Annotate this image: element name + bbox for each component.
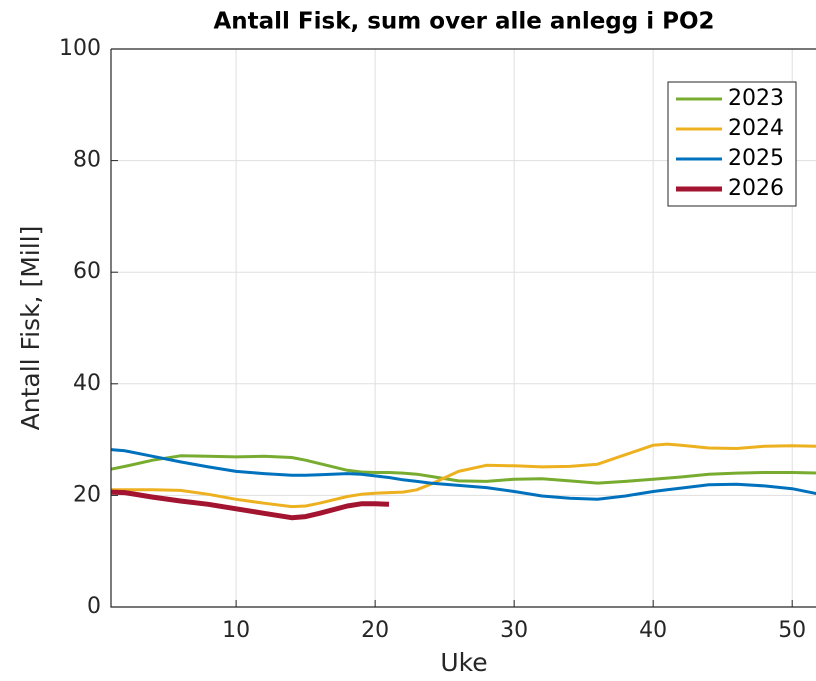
axis-line [110, 49, 816, 608]
data-line [110, 454, 816, 485]
x-axis-label: Uke [440, 648, 487, 677]
y-tick-label: 20 [73, 482, 101, 507]
legend-label: 2026 [728, 176, 784, 201]
x-tick-label: 10 [222, 618, 250, 643]
legend-label: 2024 [728, 116, 784, 141]
legend-box [667, 81, 797, 207]
chart-title: Antall Fisk, sum over alle anlegg i PO2 [213, 9, 714, 35]
y-tick-label: 80 [73, 148, 101, 173]
y-axis-label: Antall Fisk, [Mill] [16, 226, 45, 431]
y-tick-label: 0 [87, 594, 101, 619]
x-tick-label: 30 [500, 618, 528, 643]
y-tick-label: 60 [73, 259, 101, 284]
data-line [110, 448, 816, 501]
data-line [111, 442, 816, 509]
legend-label: 2023 [728, 86, 784, 111]
y-tick-label: 100 [59, 36, 101, 61]
x-tick-label: 50 [778, 618, 806, 643]
data-line [110, 489, 390, 521]
x-tick-label: 20 [361, 618, 389, 643]
y-tick-label: 40 [73, 371, 101, 396]
legend-label: 2025 [728, 146, 784, 171]
x-tick-label: 40 [639, 618, 667, 643]
